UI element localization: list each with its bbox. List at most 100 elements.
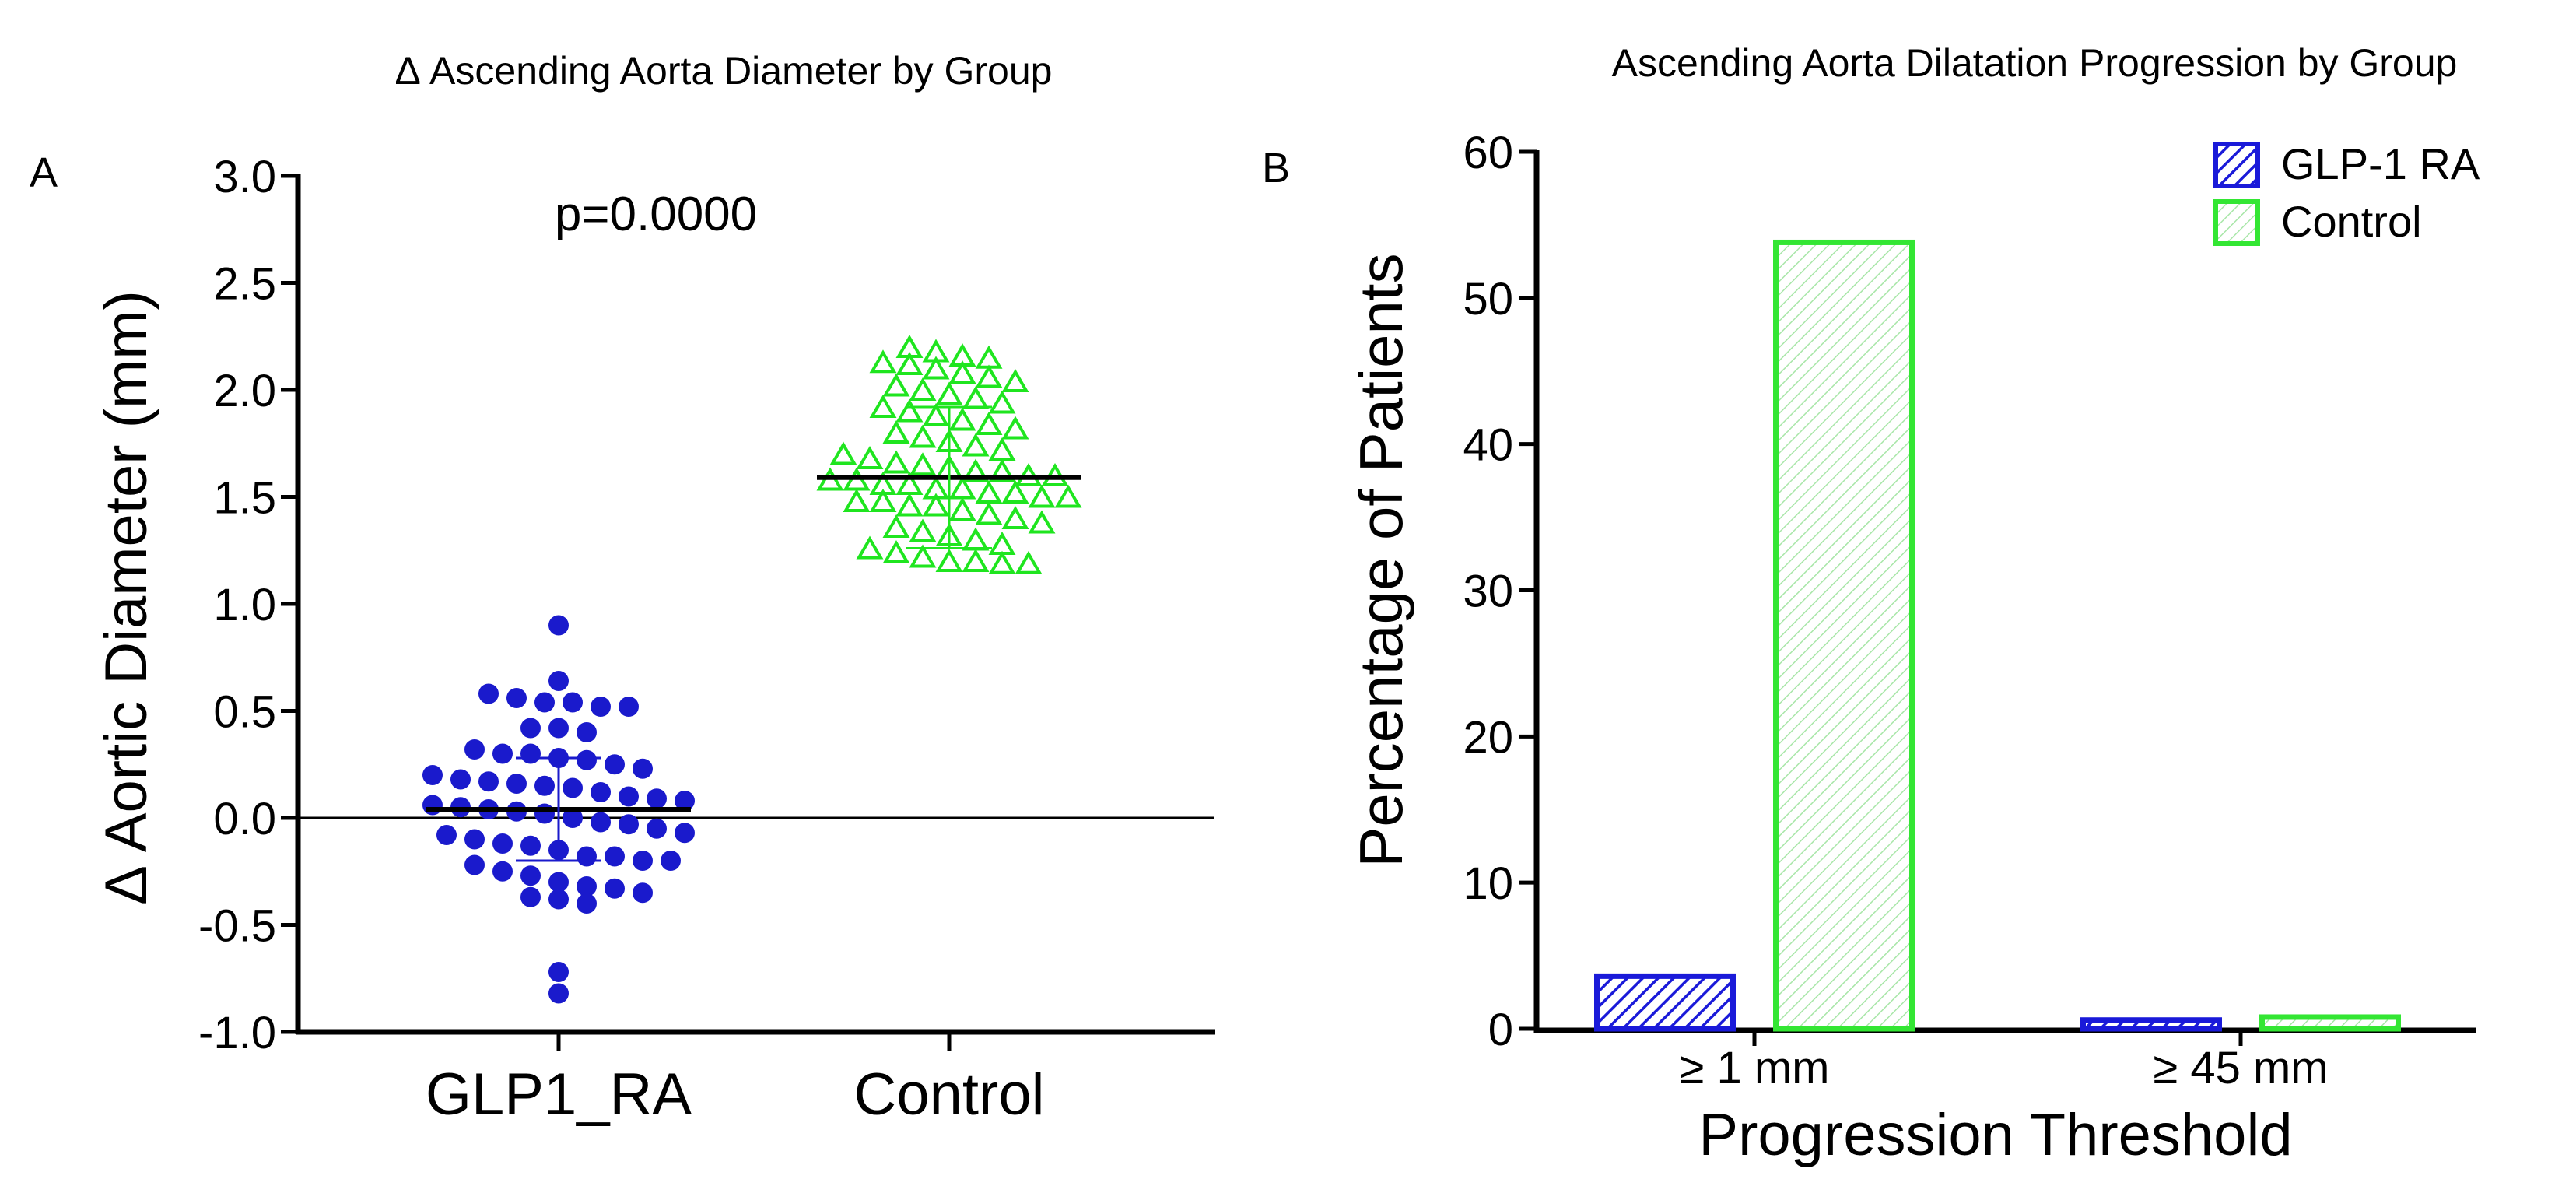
glp1-ra-point [591, 812, 611, 833]
control-point [988, 458, 1016, 482]
glp1-ra-point [563, 777, 583, 798]
control-point [882, 450, 910, 474]
glp1-ra-point [675, 823, 695, 844]
control-point [895, 352, 924, 375]
p-value-annotation: p=0.0000 [555, 188, 757, 241]
glp1-ra-point [464, 829, 485, 850]
glp1-ra-point [478, 771, 499, 792]
y-tick-label: 10 [1463, 858, 1513, 909]
y-tick-label: 30 [1463, 567, 1513, 617]
glp1-ra-point [548, 962, 569, 982]
glp1-ra-point [534, 692, 555, 713]
control-point [869, 472, 897, 495]
legend-swatch [2213, 142, 2260, 188]
glp1-ra-point [492, 833, 513, 854]
control-point [1028, 510, 1056, 534]
control-point [948, 343, 976, 367]
glp1-ra-point [563, 808, 583, 828]
glp1-ra-point [633, 851, 653, 871]
glp1-ra-point [464, 854, 485, 875]
control-point [882, 514, 910, 538]
control-point [909, 424, 937, 448]
control-bar [1773, 239, 1915, 1032]
glp1-ra-point [520, 718, 541, 739]
legend-label: GLP-1 RA [2281, 139, 2480, 188]
control-point [975, 364, 1003, 388]
control-point [909, 544, 937, 568]
control-point [988, 532, 1016, 555]
control-point [1001, 416, 1029, 440]
glp1-ra-point [534, 775, 555, 796]
control-point [909, 452, 937, 476]
control-point [962, 386, 990, 409]
control-point [975, 480, 1003, 504]
y-tick-label: 1.5 [213, 473, 276, 524]
control-point [935, 381, 963, 405]
control-point [948, 475, 976, 500]
glp1-ra-point [520, 865, 541, 886]
glp1-ra-point [647, 788, 667, 809]
glp1-ra-point [548, 889, 569, 910]
panel-a-ylabel: Δ Aortic Diameter (mm) [93, 290, 159, 905]
control-point [948, 360, 976, 384]
glp1-ra-point [605, 846, 625, 867]
control-point [909, 518, 937, 542]
y-tick-label: 2.0 [213, 366, 276, 416]
control-point [895, 472, 924, 495]
control-point [948, 497, 976, 521]
panel-a-summary-lines [426, 405, 1081, 862]
glp1-ra-point [506, 774, 527, 794]
control-point [895, 335, 924, 358]
control-point [882, 373, 910, 397]
y-tick-label: 60 [1463, 128, 1513, 178]
control-point [909, 377, 937, 401]
control-point [1001, 480, 1029, 504]
x-tick-label: ≥ 1 mm [1680, 1043, 1830, 1093]
glp1-ra-point [577, 846, 597, 867]
glp1-ra-point [492, 861, 513, 882]
control-point [869, 395, 897, 418]
control-bar [2259, 1014, 2401, 1032]
panel-a-title: Δ Ascending Aorta Diameter by Group [395, 49, 1053, 93]
glp1-ra-point [548, 615, 569, 636]
x-tick-label: ≥ 45 mm [2153, 1043, 2328, 1093]
y-tick-label: 3.0 [213, 152, 276, 202]
glp1-ra-point [647, 818, 667, 839]
glp1-ra-point [605, 878, 625, 899]
glp1-ra-point [464, 739, 485, 760]
glp1-ra-point [520, 743, 541, 764]
control-point [922, 339, 950, 363]
glp1-ra-point [478, 683, 499, 704]
glp1-ra-point [450, 769, 471, 790]
glp1-ra-point [591, 697, 611, 717]
y-tick-label: 0.0 [213, 794, 276, 844]
control-point [1054, 484, 1082, 508]
control-point [922, 475, 950, 500]
glp1-ra-point [548, 671, 569, 691]
control-point [895, 398, 924, 423]
control-point [962, 549, 990, 572]
control-point [962, 527, 990, 551]
glp1-ra-point [548, 872, 569, 893]
control-point [869, 349, 897, 374]
control-point [829, 441, 857, 465]
control-point [882, 540, 910, 563]
panel-a-points [422, 335, 1082, 1004]
glp1-ra-point [520, 886, 541, 907]
glp1-ra-point [661, 851, 681, 871]
control-point [869, 489, 897, 512]
panel-b-bars [1594, 239, 2401, 1032]
y-tick-label: 20 [1463, 712, 1513, 763]
x-tick-label: GLP1_RA [426, 1061, 692, 1128]
control-point [975, 412, 1003, 435]
panel-b: Ascending Aorta Dilatation Progression b… [1262, 41, 2480, 1168]
glp1-ra-point [548, 718, 569, 739]
panel-b-xlabel: Progression Threshold [1698, 1102, 2292, 1168]
control-point [843, 489, 871, 512]
panel-b-label: B [1262, 145, 1290, 191]
control-point [988, 550, 1016, 574]
control-point [882, 420, 910, 444]
glp1-ra-point [633, 882, 653, 904]
control-point [988, 390, 1016, 414]
glp1-ra-point [563, 692, 583, 713]
